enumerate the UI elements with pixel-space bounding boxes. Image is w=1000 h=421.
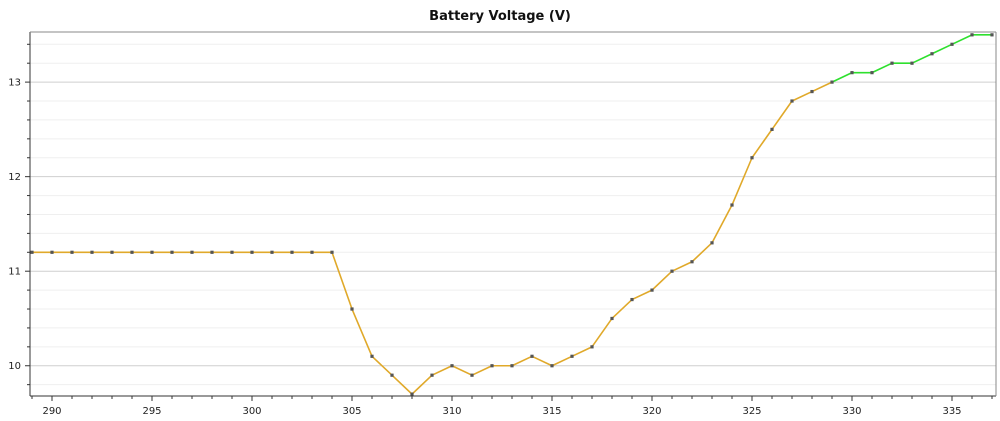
marker-layer	[30, 33, 994, 396]
axis-layer: 290 295 300 305 310 315 320 325 330 335 10 11 12 13	[8, 31, 997, 417]
data-point	[750, 156, 754, 160]
data-point	[690, 260, 694, 264]
data-point	[730, 203, 734, 207]
data-point	[70, 250, 74, 254]
data-point	[450, 364, 454, 368]
data-point	[210, 250, 214, 254]
x-tick-label: 320	[642, 406, 661, 417]
data-point	[670, 269, 674, 273]
series-line-2	[831, 34, 992, 83]
data-point	[470, 373, 474, 377]
data-point	[710, 241, 714, 245]
data-point	[390, 373, 394, 377]
x-tick-label: 310	[442, 406, 461, 417]
data-point	[510, 364, 514, 368]
data-point	[610, 316, 614, 321]
data-point	[890, 61, 894, 65]
y-tick-label: 12	[8, 172, 21, 183]
grid-layer	[30, 43, 996, 386]
data-point	[630, 297, 634, 302]
x-tick-label: 305	[342, 406, 361, 417]
data-point	[590, 345, 594, 349]
data-point	[190, 250, 194, 254]
x-tick-label: 325	[742, 406, 761, 417]
data-point	[970, 33, 974, 37]
y-tick-label: 11	[8, 267, 21, 278]
data-point	[930, 52, 934, 56]
data-point	[530, 354, 534, 358]
data-point	[950, 42, 954, 46]
data-point	[570, 354, 574, 358]
x-tick-label: 295	[142, 406, 161, 417]
x-tick-label: 315	[542, 406, 561, 417]
data-point	[350, 307, 354, 311]
data-point	[50, 250, 54, 254]
y-tick-label: 13	[8, 78, 21, 89]
data-point	[370, 354, 374, 358]
x-tick-label: 300	[242, 406, 261, 417]
x-tick-label: 335	[942, 406, 961, 417]
data-point	[290, 250, 294, 254]
data-point	[910, 61, 914, 65]
x-tick-label: 290	[42, 406, 61, 417]
data-point	[550, 364, 554, 368]
data-point	[850, 71, 854, 75]
data-point	[310, 250, 314, 254]
data-point	[990, 33, 994, 37]
data-point	[430, 373, 434, 377]
data-point	[270, 250, 274, 254]
data-point	[150, 250, 154, 254]
data-point	[250, 250, 254, 254]
data-point	[490, 364, 494, 368]
data-point	[110, 250, 114, 254]
data-point	[410, 392, 414, 396]
data-point	[790, 99, 794, 103]
data-point	[650, 288, 654, 292]
data-point	[170, 250, 174, 254]
y-tick-label: 10	[8, 361, 21, 372]
data-point	[30, 250, 34, 254]
data-point	[230, 250, 234, 254]
chart-title: Battery Voltage (V)	[429, 9, 571, 24]
data-point	[810, 89, 814, 94]
data-point	[130, 250, 134, 254]
data-point	[830, 80, 834, 84]
data-point	[90, 250, 94, 254]
data-point	[770, 127, 774, 131]
data-point	[870, 71, 874, 75]
x-tick-label: 330	[842, 406, 861, 417]
data-point	[330, 250, 334, 254]
